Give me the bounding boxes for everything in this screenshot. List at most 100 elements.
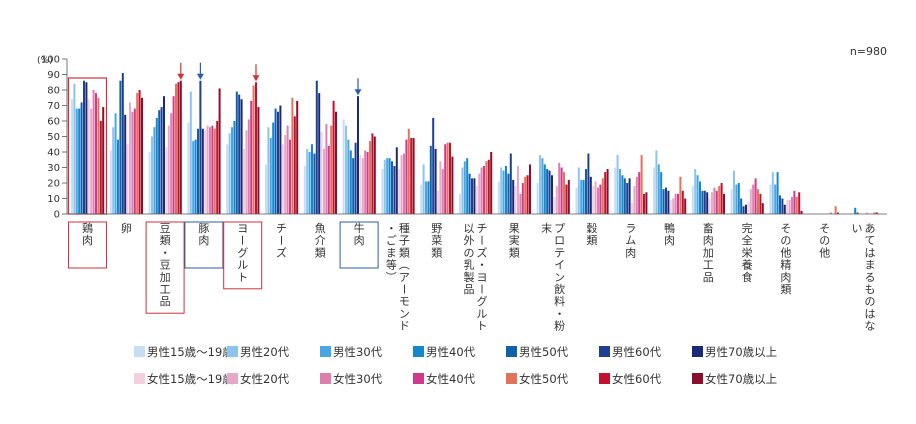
category-label-char: ル	[477, 307, 488, 320]
bar	[614, 167, 617, 214]
bar	[601, 178, 604, 214]
bar	[228, 133, 231, 214]
bar	[485, 161, 488, 214]
bar	[480, 167, 483, 214]
bar	[133, 108, 136, 214]
category-label-char: ト	[477, 320, 488, 333]
bar	[776, 172, 779, 214]
bar	[616, 155, 619, 214]
bar	[170, 113, 173, 214]
bar	[854, 207, 857, 214]
sample-size-label: n=980	[850, 45, 887, 58]
bar	[131, 111, 134, 214]
category-label-char: 肉	[703, 234, 714, 247]
bar	[783, 204, 786, 214]
bar	[461, 167, 464, 214]
bar	[737, 183, 740, 214]
category-label: 牛肉	[354, 221, 365, 247]
bar	[733, 170, 735, 214]
bar	[80, 102, 83, 214]
y-tick-label: 90	[47, 70, 60, 81]
category-label-char: ・	[386, 222, 397, 235]
bar	[730, 189, 733, 214]
bar	[621, 175, 624, 214]
category-label-highlight-box	[145, 221, 185, 314]
legend-swatch	[413, 346, 424, 357]
bar	[560, 167, 563, 214]
bar	[795, 196, 798, 214]
bar	[410, 138, 413, 214]
bar	[403, 153, 405, 214]
category-label: 魚介類	[315, 222, 326, 259]
category-label-char: 畜	[703, 221, 714, 235]
category-label-char: 乳	[464, 259, 475, 272]
bar	[226, 144, 229, 214]
category-label-char: 肉	[354, 234, 365, 247]
bar	[206, 125, 209, 214]
bar	[393, 165, 396, 214]
bar	[526, 175, 529, 214]
legend-label: 男性30代	[333, 345, 383, 359]
bar	[446, 142, 449, 214]
bar	[703, 190, 706, 214]
category-label-char: な	[865, 320, 876, 333]
bar	[243, 148, 245, 214]
bar	[289, 139, 291, 214]
bar	[371, 133, 374, 214]
category-label-char: 品	[464, 283, 475, 296]
bar	[231, 127, 233, 214]
bar	[873, 212, 876, 214]
bar	[179, 80, 182, 214]
bar	[749, 189, 752, 214]
legend-label: 女性30代	[333, 372, 383, 386]
legend-label: 女性20代	[240, 372, 290, 386]
bar	[148, 152, 151, 214]
bar	[99, 121, 102, 214]
category-label-char: チ	[477, 222, 488, 235]
bar	[558, 162, 561, 214]
bar	[75, 108, 78, 214]
bar	[315, 80, 318, 214]
bar	[359, 155, 362, 214]
bar	[429, 145, 432, 214]
bar	[199, 80, 202, 214]
bar	[512, 179, 515, 214]
bar	[109, 150, 112, 214]
bar	[136, 93, 139, 214]
category-label-char: 完	[742, 221, 753, 235]
bar	[434, 148, 437, 214]
bar	[354, 142, 357, 214]
bar	[694, 169, 697, 214]
category-label-char: モ	[399, 295, 410, 308]
category-label-char: ご	[386, 233, 397, 247]
bar	[459, 193, 461, 214]
bar	[250, 100, 253, 214]
bar	[269, 138, 272, 214]
bar	[257, 107, 260, 214]
bar	[543, 164, 546, 214]
category-label-char: ン	[554, 271, 565, 284]
bar	[674, 193, 677, 214]
bar	[366, 152, 369, 214]
bar	[774, 184, 777, 214]
bar	[706, 192, 709, 214]
category-label-char: ー	[397, 284, 410, 295]
bar	[662, 189, 665, 214]
bar	[192, 141, 195, 214]
bar	[117, 139, 119, 214]
bar	[444, 144, 447, 214]
category-label-char: 他	[780, 246, 791, 259]
category-label-char: 工	[160, 283, 171, 296]
category-label-char: 類	[509, 246, 520, 259]
bar	[216, 121, 219, 214]
bar	[837, 212, 839, 214]
bar	[565, 184, 568, 214]
category-label-char: 穀	[586, 222, 597, 235]
bar	[684, 198, 687, 214]
bar	[247, 119, 250, 214]
legend-swatch	[227, 373, 238, 384]
bar	[567, 179, 570, 214]
bar	[660, 172, 663, 214]
